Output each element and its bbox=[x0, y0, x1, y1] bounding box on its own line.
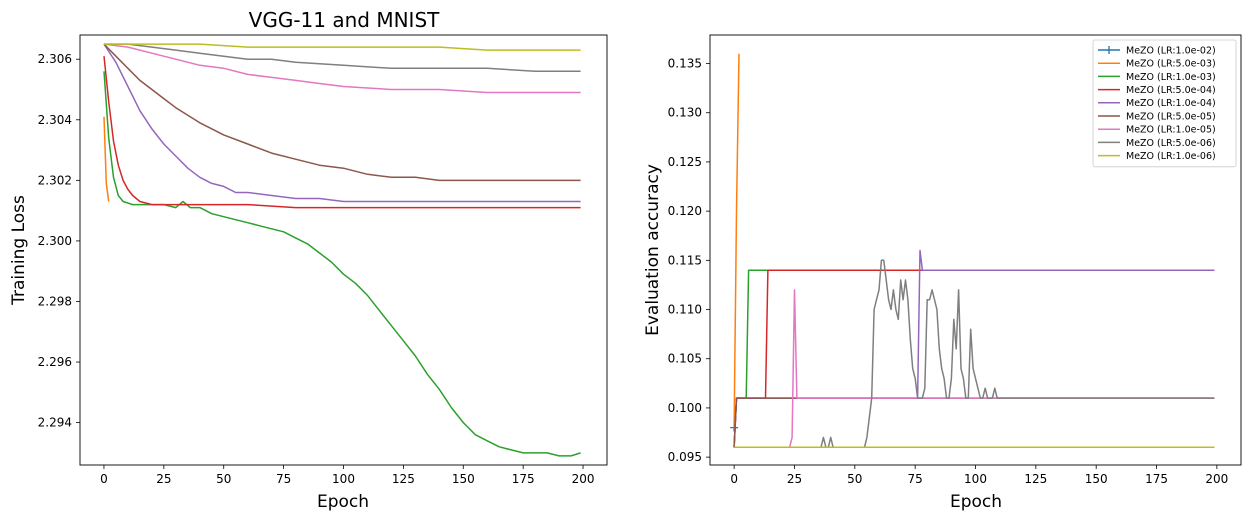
right-chart-y-tick-label: 0.115 bbox=[668, 253, 702, 267]
right-chart-x-tick-label: 50 bbox=[847, 472, 862, 486]
left-chart-y-tick-label: 2.296 bbox=[38, 355, 72, 369]
right-chart-y-tick-label: 0.120 bbox=[668, 204, 702, 218]
right-chart-series-line-3 bbox=[733, 269, 1215, 448]
left-chart-x-tick-label: 50 bbox=[216, 472, 231, 486]
right-chart-x-tick-label: 200 bbox=[1205, 472, 1228, 486]
left-chart-x-tick-label: 75 bbox=[276, 472, 291, 486]
left-chart-y-axis-label: Training Loss bbox=[9, 195, 29, 306]
legend-entry-label: MeZO (LR:1.0e-03) bbox=[1126, 72, 1216, 83]
right-chart-x-tick-label: 25 bbox=[787, 472, 802, 486]
legend-entry-label: MeZO (LR:5.0e-06) bbox=[1126, 138, 1216, 149]
right-chart-series-line-5 bbox=[733, 397, 1215, 448]
right-chart-x-tick-label: 0 bbox=[730, 472, 738, 486]
left-chart-y-tick-label: 2.304 bbox=[38, 113, 72, 127]
left-chart: VGG-11 and MNIST 0 25 50 75 100 125 150 175 200 … bbox=[9, 8, 608, 512]
legend-entry-label: MeZO (LR:1.0e-02) bbox=[1126, 45, 1216, 56]
left-chart-series-line-7 bbox=[104, 43, 581, 51]
legend-entry-label: MeZO (LR:1.0e-06) bbox=[1126, 151, 1216, 162]
right-chart-series-line-2 bbox=[733, 269, 1215, 448]
right-chart-series-line-4 bbox=[733, 249, 1215, 448]
right-chart-y-axis-label: Evaluation accuracy bbox=[643, 164, 663, 336]
left-chart-series-line-0 bbox=[103, 116, 110, 202]
right-chart-x-tick-label: 125 bbox=[1024, 472, 1047, 486]
left-chart-series-line-6 bbox=[104, 43, 581, 73]
left-chart-title: VGG-11 and MNIST bbox=[249, 8, 440, 32]
left-chart-series-line-1 bbox=[103, 71, 581, 457]
left-chart-y-tick-label: 2.302 bbox=[38, 173, 72, 187]
right-chart-y-tick-label: 0.135 bbox=[668, 57, 702, 71]
right-chart: 0 25 50 75 100 125 150 175 200 0.0950.1000.1050.… bbox=[643, 34, 1242, 512]
right-chart-series-line-1 bbox=[733, 53, 740, 428]
left-chart-series-line-3 bbox=[103, 43, 581, 203]
left-chart-y-tick-label: 2.306 bbox=[38, 52, 72, 66]
left-chart-plot-frame bbox=[79, 34, 608, 466]
left-chart-y-tick-label: 2.300 bbox=[38, 234, 72, 248]
left-chart-y-tick-label: 2.294 bbox=[38, 416, 72, 430]
left-chart-x-tick-label: 175 bbox=[512, 472, 535, 486]
left-chart-x-ticks: 0 25 50 75 100 125 150 175 200 bbox=[100, 465, 594, 486]
legend-entry-label: MeZO (LR:1.0e-05) bbox=[1126, 125, 1216, 136]
left-chart-x-tick-label: 25 bbox=[156, 472, 171, 486]
legend-box bbox=[1092, 39, 1237, 168]
right-chart-y-ticks: 0.095 0.100 0.105 0.110 0.115 0.120 0.125 0.130… bbox=[668, 57, 710, 464]
right-chart-y-tick-label: 0.125 bbox=[668, 155, 702, 169]
right-chart-x-tick-label: 100 bbox=[964, 472, 987, 486]
left-chart-x-tick-label: 100 bbox=[332, 472, 355, 486]
left-chart-y-ticks: 2.294 2.296 2.298 2.300 2.302 2.304 2.306 bbox=[38, 52, 80, 430]
legend-entry-label: MeZO (LR:5.0e-03) bbox=[1126, 59, 1216, 70]
right-chart-x-ticks: 0 25 50 75 100 125 150 175 200 bbox=[730, 465, 1228, 486]
left-chart-series-line-4 bbox=[103, 43, 581, 182]
right-chart-series-line-7 bbox=[734, 259, 1215, 449]
left-chart-x-tick-label: 200 bbox=[572, 472, 595, 486]
legend-entry-label: MeZO (LR:5.0e-04) bbox=[1126, 85, 1216, 96]
right-chart-x-tick-label: 75 bbox=[908, 472, 923, 486]
left-chart-x-axis-label: Epoch bbox=[317, 492, 369, 512]
right-chart-series bbox=[730, 53, 1215, 449]
right-chart-y-tick-label: 0.105 bbox=[668, 352, 702, 366]
right-chart-legend: MeZO (LR:1.0e-02) MeZO (LR:5.0e-03) MeZO (… bbox=[1092, 39, 1237, 168]
right-chart-x-tick-label: 175 bbox=[1145, 472, 1168, 486]
left-chart-x-tick-label: 0 bbox=[100, 472, 108, 486]
left-chart-series bbox=[103, 43, 581, 457]
left-chart-x-tick-label: 125 bbox=[392, 472, 415, 486]
left-chart-x-tick-label: 150 bbox=[452, 472, 475, 486]
left-chart-series-line-2 bbox=[103, 56, 581, 209]
right-chart-y-tick-label: 0.100 bbox=[668, 401, 702, 415]
legend-entry-label: MeZO (LR:1.0e-04) bbox=[1126, 98, 1216, 109]
right-chart-series-line-6 bbox=[734, 289, 1215, 449]
right-chart-y-tick-label: 0.130 bbox=[668, 106, 702, 120]
left-chart-y-tick-label: 2.298 bbox=[38, 294, 72, 308]
legend-entry-label: MeZO (LR:5.0e-05) bbox=[1126, 111, 1216, 122]
right-chart-y-tick-label: 0.110 bbox=[668, 303, 702, 317]
left-chart-series-line-5 bbox=[103, 43, 581, 94]
right-chart-x-axis-label: Epoch bbox=[950, 492, 1002, 512]
right-chart-y-tick-label: 0.095 bbox=[668, 450, 702, 464]
right-chart-x-tick-label: 150 bbox=[1085, 472, 1108, 486]
